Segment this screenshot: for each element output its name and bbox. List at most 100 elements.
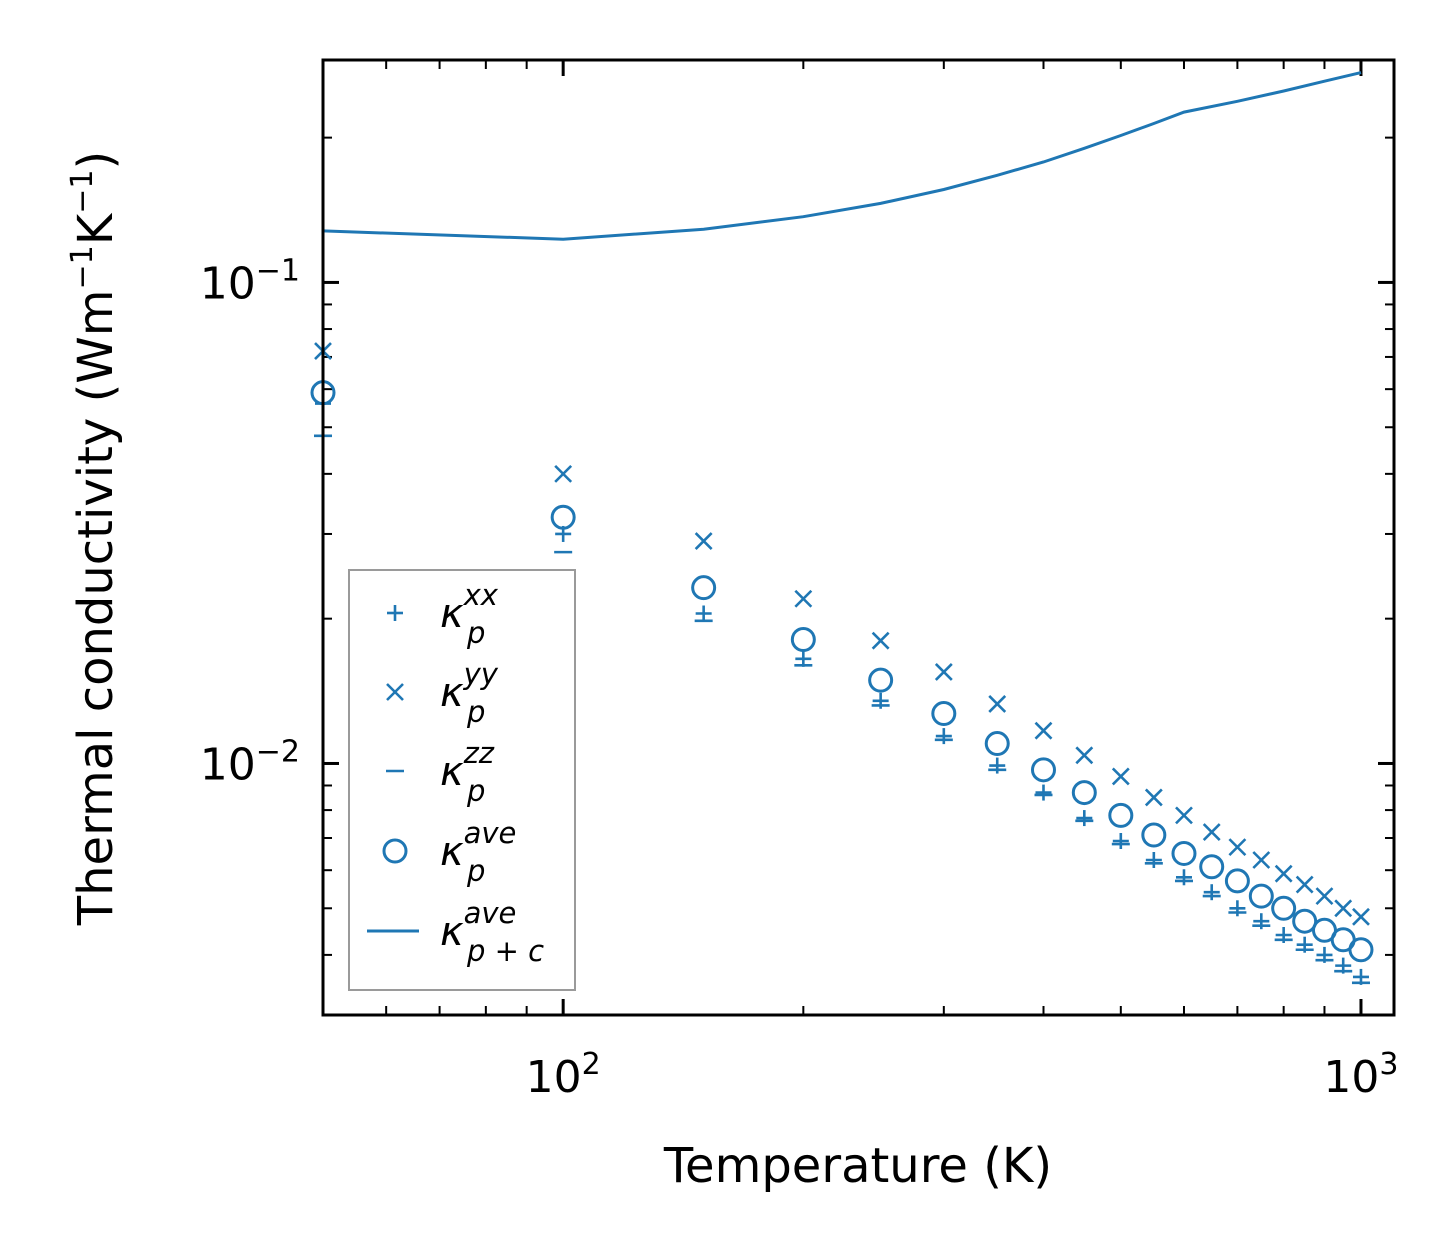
y-tick-label-exp: −1: [256, 253, 300, 288]
point-kappa_p_yy: [694, 532, 713, 550]
y-axis-label-exp2: −1: [65, 170, 100, 214]
point-kappa_p_ave: [1108, 802, 1134, 828]
y-tick-labels: 10−210−1: [200, 253, 300, 790]
point-kappa_p_yy: [794, 589, 813, 608]
point-kappa_p_xx: [1112, 832, 1129, 849]
x-stroke-b: [1075, 746, 1094, 765]
legend-entry-kappa_p_ave: κave p: [382, 816, 516, 888]
point-kappa_p_yy: [1144, 788, 1163, 807]
point-kappa_p_ave: [1224, 868, 1250, 894]
y-tick-label-base: 10: [200, 739, 256, 790]
legend-label-sub: p: [466, 854, 485, 888]
legend-label-base: κ: [440, 909, 464, 955]
legend-marker: [382, 838, 408, 864]
point-kappa_p_ave: [691, 575, 717, 601]
point-kappa_p_xx: [1076, 810, 1093, 827]
x-stroke-b: [1111, 767, 1130, 786]
point-kappa_p_xx: [1203, 884, 1220, 901]
point-kappa_p_yy: [1075, 746, 1094, 765]
legend-label-sup: xx: [463, 578, 499, 612]
x-stroke-b: [794, 589, 813, 608]
y-axis-label-suffix: ): [68, 151, 124, 170]
x-tick-label: 103: [1323, 1047, 1398, 1103]
series-layer: [310, 71, 1374, 985]
point-kappa_p_ave: [550, 504, 576, 530]
point-kappa_p_xx: [935, 728, 952, 745]
x-stroke-b: [1334, 899, 1353, 918]
legend-label-base: κ: [440, 749, 464, 795]
x-stroke-b: [694, 532, 713, 550]
x-tick-label-exp: 2: [582, 1047, 601, 1082]
plot-frame: [321, 58, 1396, 1017]
legend-label-sub: p: [466, 616, 485, 650]
point-kappa_p_yy: [1274, 864, 1293, 883]
legend-entry-kappa_p_xx: κxx p: [387, 578, 499, 650]
legend-label: κzz p: [440, 736, 495, 808]
point-kappa_p_ave: [1199, 854, 1225, 880]
legend-marker: [387, 605, 403, 621]
legend-label-sub: p: [466, 695, 485, 729]
x-tick-label: 102: [526, 1047, 601, 1103]
series-kappa_p_yy: [314, 342, 1370, 926]
point-kappa_p_ave: [790, 627, 816, 653]
point-kappa_p_yy: [934, 662, 953, 681]
x-stroke-b: [1274, 864, 1293, 883]
point-kappa_p_ave: [984, 731, 1010, 757]
legend-marker: [386, 683, 404, 701]
point-kappa_p_ave: [1171, 840, 1197, 866]
x-tick-label-base: 10: [526, 1052, 582, 1103]
legend-label-sup: ave: [464, 896, 517, 930]
x-stroke-b: [1295, 875, 1314, 894]
legend-entry-kappa_p_zz: κzz p: [386, 736, 495, 808]
x-stroke-b: [1315, 887, 1334, 906]
y-axis-label-mid: K: [68, 212, 124, 245]
y-tick-label: 10−1: [200, 253, 300, 309]
point-kappa_p_yy: [1352, 907, 1370, 926]
point-kappa_p_yy: [1334, 899, 1353, 918]
x-tick-labels: 102 103: [526, 1047, 1399, 1103]
x-stroke-b: [386, 683, 404, 701]
point-kappa_p_ave: [1071, 780, 1097, 806]
point-kappa_p_yy: [1315, 887, 1334, 906]
y-axis-label-prefix: Thermal conductivity (Wm: [68, 289, 124, 926]
y-tick-label-exp: −2: [256, 734, 300, 769]
point-kappa_p_yy: [1202, 823, 1221, 842]
point-kappa_p_xx: [1145, 851, 1162, 868]
x-stroke-b: [1352, 907, 1370, 926]
legend-label: κyy p: [440, 657, 499, 729]
line-kappa_pc_ave: [322, 71, 1362, 241]
y-axis-label-exp1: −1: [65, 245, 100, 289]
x-stroke-b: [1175, 806, 1193, 825]
legend-label-base: κ: [440, 829, 464, 875]
point-kappa_p_yy: [554, 464, 573, 483]
point-kappa_p_ave: [1248, 883, 1274, 909]
x-tick-label-base: 10: [1323, 1052, 1379, 1103]
y-tick-label-base: 10: [200, 258, 256, 309]
series-kappa_pc_ave: [322, 71, 1362, 241]
point-kappa_p_ave: [1141, 822, 1167, 848]
series-kappa_p_ave: [310, 380, 1374, 963]
x-axis-label: Temperature (K): [663, 1138, 1052, 1194]
point-kappa_p_ave: [1292, 908, 1318, 934]
x-tick-label-exp: 3: [1379, 1047, 1398, 1082]
point-kappa_p_xx: [1035, 784, 1052, 801]
x-stroke-b: [1034, 721, 1053, 740]
y-axis-label: Thermal conductivity (Wm−1K−1): [65, 151, 124, 926]
point-kappa_p_xx: [1175, 869, 1192, 886]
point-kappa_p_xx: [695, 605, 712, 622]
point-kappa_p_ave: [1030, 757, 1056, 783]
legend-label-sup: yy: [463, 657, 499, 691]
legend-label-sub: p: [466, 774, 485, 808]
x-stroke-b: [1202, 823, 1221, 842]
x-stroke-b: [1252, 851, 1271, 869]
point-kappa_p_yy: [1295, 875, 1314, 894]
legend-label-sup: zz: [463, 736, 495, 770]
point-kappa_p_ave: [1271, 895, 1297, 921]
legend-label: κave p + c: [440, 896, 544, 968]
point-kappa_p_yy: [1111, 767, 1130, 786]
x-stroke-b: [1228, 838, 1247, 857]
legend-label-base: κ: [440, 591, 464, 637]
series-kappa_p_zz: [314, 434, 1370, 985]
